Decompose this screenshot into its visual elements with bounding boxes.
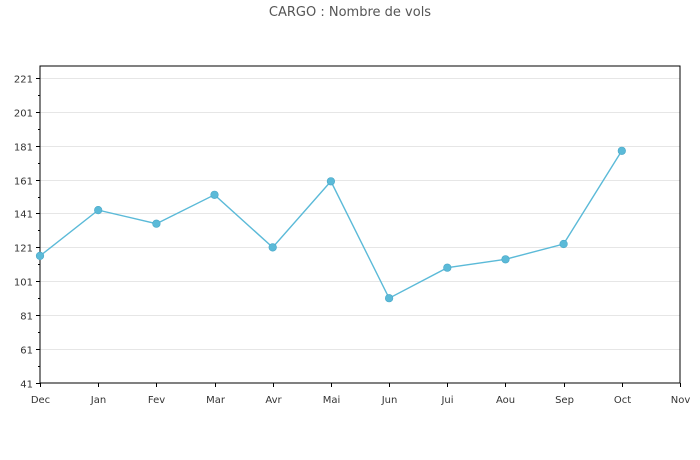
y-tick-label: 81 — [20, 312, 33, 323]
x-tick-label: Jan — [90, 395, 106, 406]
y-tick-label: 41 — [20, 380, 33, 391]
x-tick-label: Mar — [206, 395, 226, 406]
y-tick-label: 181 — [14, 143, 33, 154]
grid-lines — [40, 78, 680, 350]
series-line — [39, 150, 623, 300]
y-tick-label: 221 — [14, 75, 33, 86]
series-0 — [35, 146, 626, 303]
x-tick-label: Jui — [440, 395, 453, 406]
data-point — [94, 206, 103, 215]
x-tick-label: Dec — [31, 395, 50, 406]
x-tick-label: Avr — [265, 395, 282, 406]
x-tick-label: Aou — [496, 395, 515, 406]
data-point — [501, 255, 510, 264]
data-point — [385, 294, 394, 303]
chart-title: CARGO : Nombre de vols — [268, 5, 432, 20]
y-tick-label: 141 — [14, 210, 33, 221]
data-point — [35, 251, 45, 260]
y-tick-label: 161 — [14, 177, 33, 188]
data-point — [268, 243, 277, 252]
y-tick-label: 101 — [14, 278, 33, 289]
x-tick-label: Nov — [671, 395, 691, 406]
data-point — [152, 219, 161, 228]
x-tick-label: Sep — [555, 395, 574, 406]
x-tick-label: Jun — [381, 395, 398, 406]
x-tick-label: Fev — [148, 395, 165, 406]
y-tick-label: 201 — [14, 109, 33, 120]
y-tick-label: 61 — [20, 346, 33, 357]
y-tick-label: 121 — [14, 244, 33, 255]
data-point — [617, 146, 626, 155]
plot-area-frame — [39, 65, 681, 384]
data-point — [210, 190, 219, 199]
data-point — [326, 177, 336, 186]
x-tick-label: Oct — [614, 395, 631, 406]
y-axis-ticks: 41 61 81 101 121 141 161 181 201 221 — [14, 75, 40, 391]
data-point — [443, 263, 452, 272]
data-point — [559, 239, 568, 249]
x-tick-label: Mai — [323, 395, 341, 406]
x-axis-ticks: Dec Jan Fev Mar Avr Mai Jun Jui Aou Sep Oct Nov — [31, 383, 691, 406]
